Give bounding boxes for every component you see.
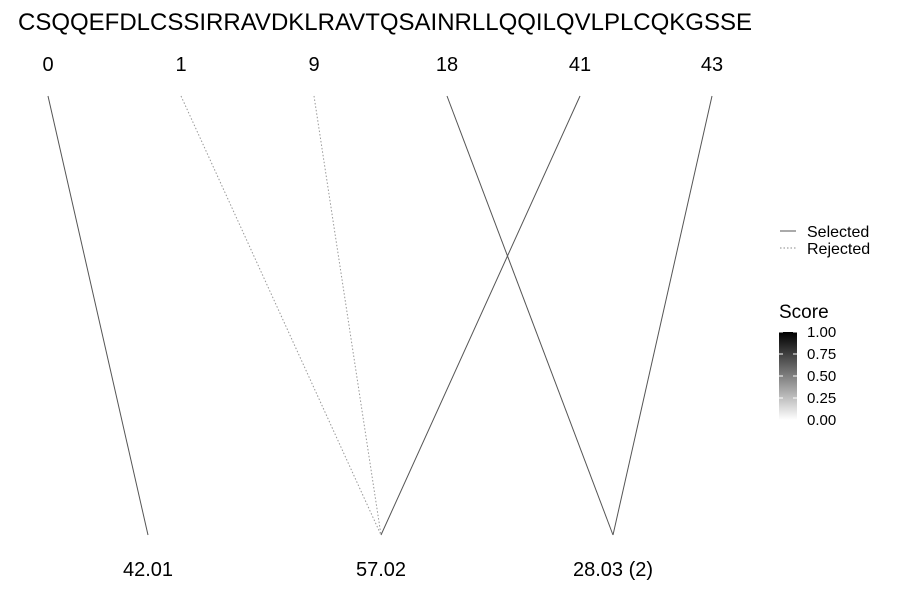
- selected-link-line: [47, 95, 149, 536]
- score-tick-label: 1.00: [807, 324, 836, 341]
- score-colorbar: [779, 332, 797, 420]
- score-legend-title: Score: [779, 302, 829, 323]
- score-tick-label: 0.00: [807, 412, 836, 429]
- selected-link-line: [612, 95, 713, 536]
- score-legend: Score 1.00 0.75 0.50 0.25 0.00: [779, 302, 836, 429]
- score-tick-label: 0.25: [807, 390, 836, 407]
- rejected-link-line: [313, 95, 382, 536]
- selected-legend-label: Selected: [807, 224, 869, 241]
- selected-link-line: [380, 95, 581, 536]
- mass-label: 57.02: [356, 559, 406, 581]
- score-tick-label: 0.75: [807, 346, 836, 363]
- score-tick-label: 0.50: [807, 368, 836, 385]
- line-type-legend: Selected Rejected: [780, 224, 870, 258]
- selected-link-line: [446, 95, 614, 536]
- rejected-link-line: [180, 95, 382, 536]
- position-labels: 0 1 9 18 41 43: [42, 54, 723, 76]
- position-label: 9: [308, 54, 319, 76]
- position-label: 1: [175, 54, 186, 76]
- link-lines: [47, 95, 713, 536]
- sequence-label: CSQQEFDLCSSIRRAVDKLRAVTQSAINRLLQQILQVLPL…: [18, 9, 752, 36]
- mass-label: 42.01: [123, 559, 173, 581]
- mass-label: 28.03 (2): [573, 559, 653, 581]
- position-label: 0: [42, 54, 53, 76]
- rejected-legend-label: Rejected: [807, 241, 870, 258]
- mass-labels: 42.01 57.02 28.03 (2): [123, 559, 653, 581]
- position-label: 41: [569, 54, 591, 76]
- position-label: 18: [436, 54, 458, 76]
- position-label: 43: [701, 54, 723, 76]
- score-ticks: 1.00 0.75 0.50 0.25 0.00: [779, 324, 836, 429]
